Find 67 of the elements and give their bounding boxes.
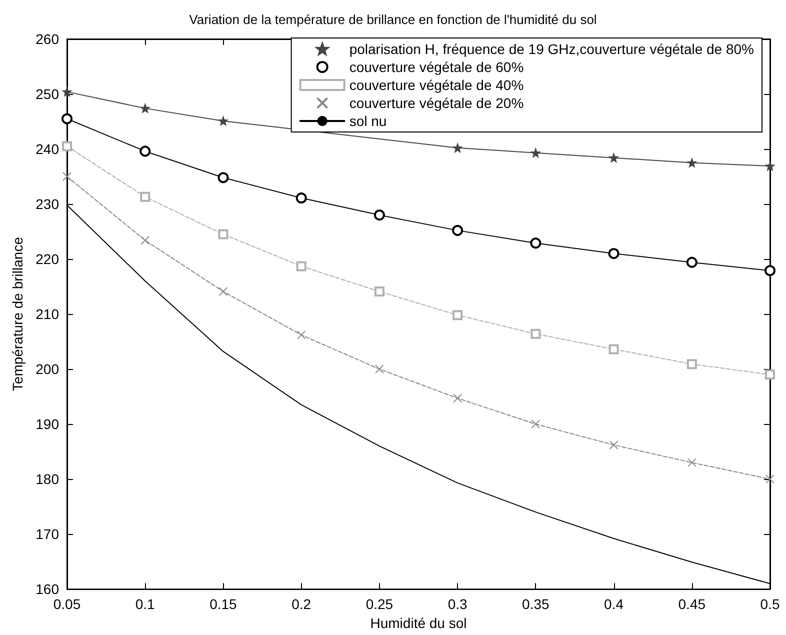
- y-tick-label: 230: [36, 196, 60, 212]
- y-tick-label: 210: [36, 306, 60, 322]
- y-tick-label: 240: [36, 141, 60, 158]
- y-tick-label: 180: [36, 471, 60, 488]
- point: [531, 148, 540, 158]
- point: [452, 224, 464, 236]
- y-tick-label: 190: [36, 416, 60, 432]
- x-tick-label: 0.4: [604, 596, 624, 612]
- y-axis-title: Température de brillance: [10, 236, 26, 392]
- point: [687, 458, 696, 468]
- point: [766, 162, 774, 171]
- legend-label: sol nu: [349, 113, 387, 129]
- x-axis-title: Humidité du sol: [370, 615, 467, 631]
- x-tick-label: 0.25: [366, 596, 394, 612]
- x-tick-label: 0.2: [292, 596, 312, 612]
- point: [530, 238, 542, 249]
- x-tick-label: 0.05: [53, 596, 81, 612]
- x-tick-label: 0.15: [210, 596, 238, 612]
- point: [140, 104, 150, 113]
- x-tick-label: 0.45: [678, 596, 706, 612]
- point: [687, 158, 696, 168]
- point: [374, 286, 384, 296]
- point: [452, 310, 463, 320]
- y-tick-label: 170: [36, 526, 60, 542]
- point: [608, 344, 619, 354]
- point: [296, 330, 306, 340]
- point: [686, 256, 698, 268]
- x-tick-label: 0.1: [135, 596, 156, 612]
- point: [374, 364, 384, 374]
- point: [453, 143, 462, 152]
- point: [296, 261, 306, 272]
- point: [531, 420, 540, 429]
- point: [530, 328, 541, 339]
- point: [374, 210, 385, 221]
- point: [609, 440, 618, 450]
- x-tick-label: 0.3: [448, 596, 468, 612]
- point: [218, 286, 228, 296]
- y-tick-label: 250: [36, 86, 60, 102]
- point: [62, 87, 72, 96]
- y-tick-label: 220: [36, 251, 60, 268]
- point: [764, 265, 776, 276]
- point: [62, 141, 72, 152]
- point: [62, 172, 72, 182]
- legend-label: couverture végétale de 60%: [349, 59, 524, 75]
- point: [140, 146, 151, 157]
- y-tick-label: 260: [36, 31, 60, 47]
- x-tick-label: 0.5: [760, 596, 780, 612]
- chart-title: Variation de la température de brillance en fonction de l'humidité du sol: [189, 12, 597, 27]
- y-tick-label: 200: [36, 361, 60, 378]
- legend-label: polarisation H, fréquence de 19 GHz,couverture végétale de 80%: [349, 41, 754, 57]
- point: [608, 248, 620, 260]
- point: [140, 192, 150, 202]
- legend-label: couverture végétale de 40%: [349, 77, 524, 93]
- point: [765, 370, 775, 380]
- legend-label: couverture végétale de 20%: [349, 95, 524, 111]
- point: [766, 474, 774, 484]
- point: [62, 113, 72, 124]
- x-tick-label: 0.35: [522, 596, 550, 612]
- y-tick-label: 160: [36, 581, 60, 598]
- point: [686, 359, 697, 370]
- point: [609, 153, 618, 162]
- point: [140, 236, 150, 245]
- point: [218, 116, 228, 126]
- point: [296, 192, 307, 204]
- point: [453, 394, 462, 403]
- point: [218, 172, 229, 184]
- point: [218, 229, 228, 240]
